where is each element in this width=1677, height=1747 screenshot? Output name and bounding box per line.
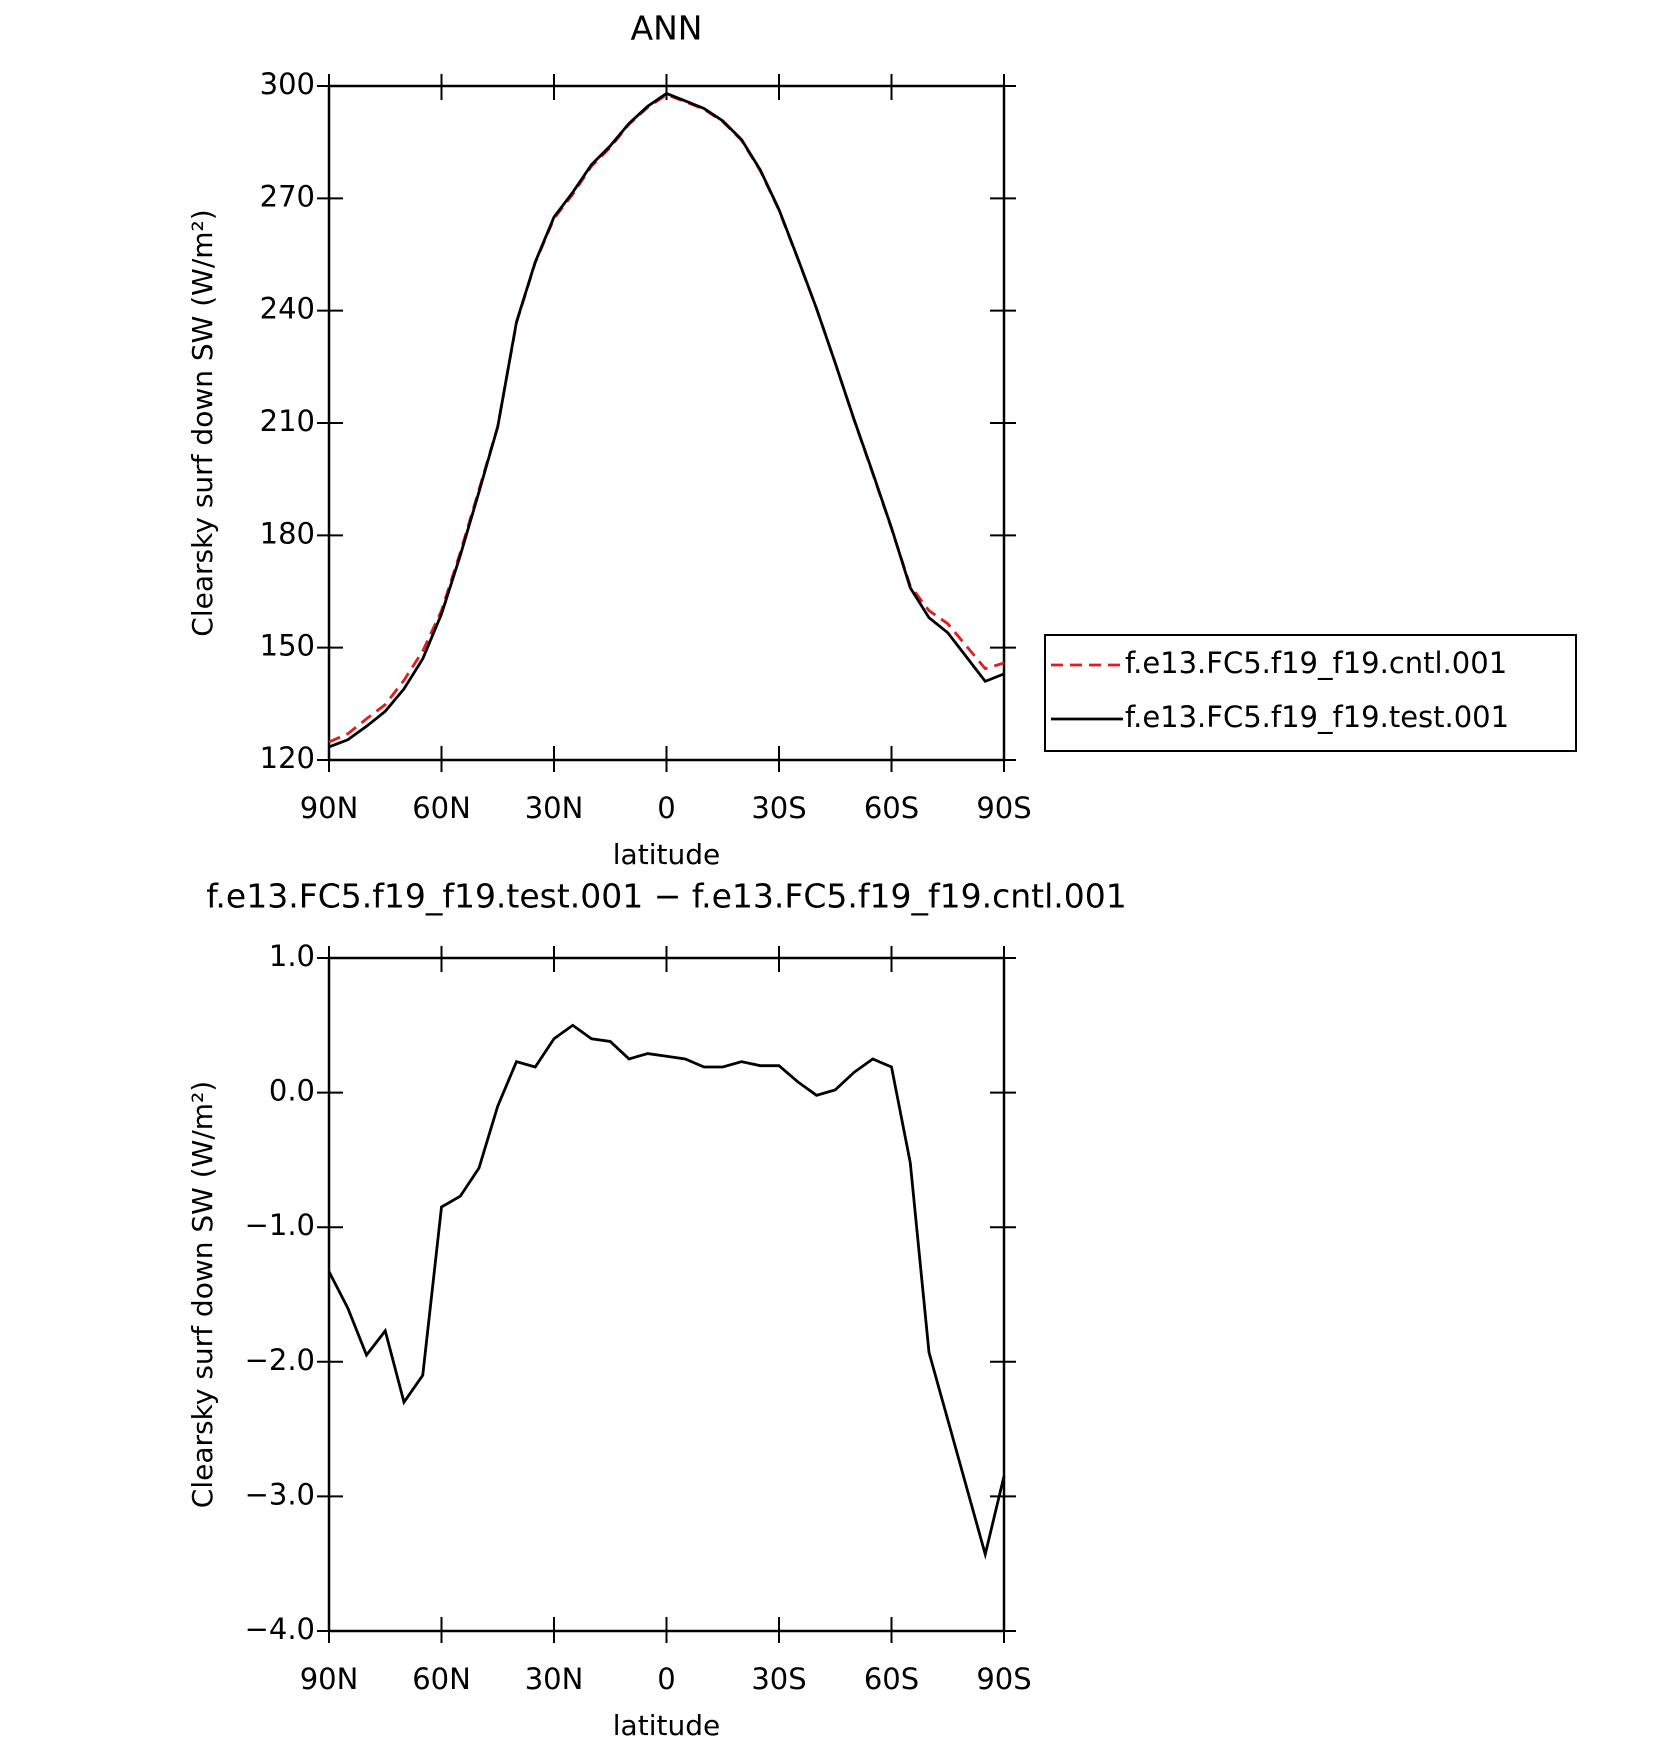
series-line — [327, 1023, 1006, 1560]
x-tick-label: 60N — [412, 791, 471, 825]
x-tick-label: 90N — [300, 1662, 359, 1696]
legend-box — [1044, 634, 1577, 752]
y-tick-label: 120 — [260, 741, 315, 775]
chart-title: ANN — [631, 9, 703, 48]
y-tick-label: 1.0 — [269, 939, 315, 973]
y-axis-label: Clearsky surf down SW (W/m²) — [186, 209, 219, 636]
x-tick-label: 0 — [657, 1662, 675, 1696]
y-tick-label: 300 — [260, 67, 315, 101]
series-line — [328, 93, 1005, 744]
x-tick-label: 60N — [412, 1662, 471, 1696]
x-axis-label: latitude — [613, 838, 720, 871]
y-tick-label: 240 — [260, 292, 315, 326]
y-tick-label: 210 — [260, 404, 315, 438]
y-tick-label: −3.0 — [245, 1477, 315, 1511]
y-tick-label: −2.0 — [245, 1343, 315, 1377]
x-tick-label: 60S — [864, 791, 919, 825]
legend-label: f.e13.FC5.f19_f19.test.001 — [1125, 700, 1509, 734]
x-tick-label: 90N — [300, 791, 359, 825]
x-tick-label: 60S — [864, 1662, 919, 1696]
x-tick-label: 90S — [976, 1662, 1031, 1696]
legend-label: f.e13.FC5.f19_f19.cntl.001 — [1125, 646, 1507, 680]
x-tick-label: 30S — [751, 791, 806, 825]
x-axis-label: latitude — [613, 1709, 720, 1742]
y-tick-label: 270 — [260, 179, 315, 213]
y-tick-label: −1.0 — [245, 1208, 315, 1242]
x-tick-label: 90S — [976, 791, 1031, 825]
chart-title: f.e13.FC5.f19_f19.test.001 − f.e13.FC5.f… — [206, 877, 1127, 916]
y-tick-label: −4.0 — [245, 1612, 315, 1646]
y-tick-label: 150 — [260, 629, 315, 663]
x-tick-label: 30S — [751, 1662, 806, 1696]
y-axis-label: Clearsky surf down SW (W/m²) — [186, 1081, 219, 1508]
y-tick-label: 0.0 — [269, 1074, 315, 1108]
plot-frame — [327, 956, 1006, 1633]
x-tick-label: 0 — [657, 791, 675, 825]
x-tick-label: 30N — [525, 1662, 584, 1696]
plot-frame — [327, 84, 1006, 762]
y-tick-label: 180 — [260, 516, 315, 550]
series-line — [328, 91, 1005, 749]
x-tick-label: 30N — [525, 791, 584, 825]
